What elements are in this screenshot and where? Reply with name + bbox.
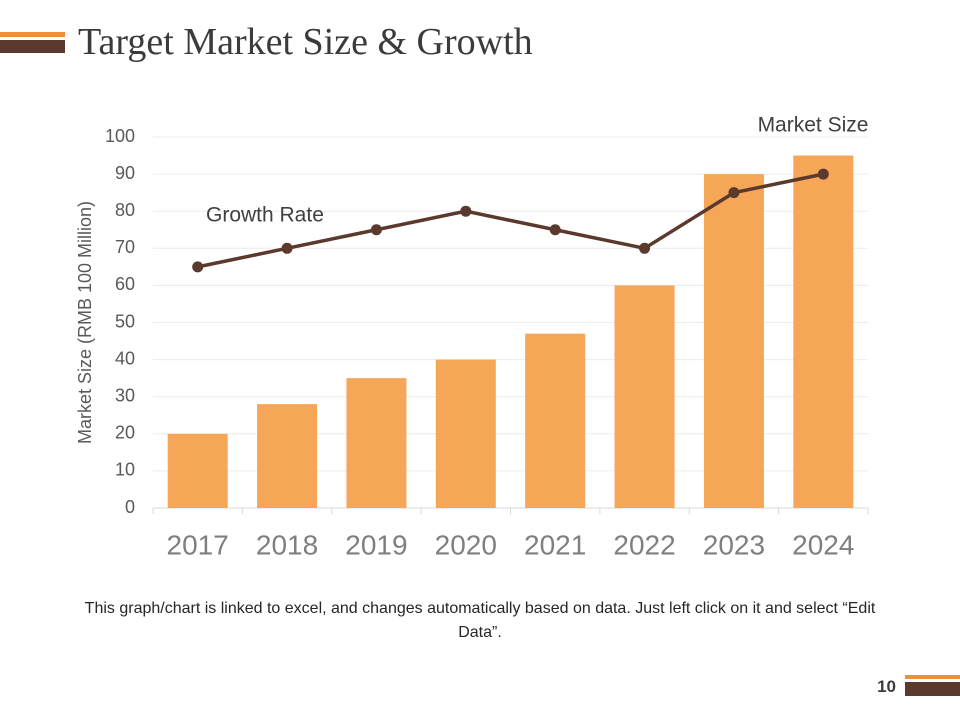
x-tick-label: 2021 bbox=[524, 529, 586, 560]
bar bbox=[435, 359, 496, 508]
y-tick-label: 70 bbox=[115, 237, 135, 257]
bar bbox=[346, 378, 407, 508]
line bbox=[197, 172, 824, 269]
line-point bbox=[370, 224, 382, 236]
bar bbox=[703, 174, 764, 508]
series-label: Market Size bbox=[758, 114, 869, 137]
y-tick-label: 30 bbox=[115, 385, 135, 405]
y-tick-label: 0 bbox=[125, 497, 135, 517]
note: This graph/chart is linked to excel, and… bbox=[84, 600, 876, 641]
bar bbox=[793, 155, 854, 509]
bar bbox=[167, 433, 228, 508]
bar bbox=[614, 285, 675, 508]
decor-bar bbox=[0, 32, 65, 37]
line-point bbox=[549, 224, 561, 236]
line-point bbox=[728, 187, 740, 199]
bar bbox=[257, 404, 318, 508]
y-tick-label: 90 bbox=[115, 163, 135, 183]
series-label: Growth Rate bbox=[206, 204, 324, 227]
x-tick-label: 2020 bbox=[435, 529, 497, 560]
line-point bbox=[192, 261, 204, 273]
x-tick-label: 2018 bbox=[256, 529, 318, 560]
x-tick-label: 2019 bbox=[345, 529, 407, 560]
line-point bbox=[460, 205, 472, 217]
y-tick-label: 50 bbox=[115, 311, 135, 331]
line-point bbox=[817, 168, 829, 180]
y-tick-label: 20 bbox=[115, 423, 135, 443]
decor-bar bbox=[0, 40, 65, 53]
x-tick-label: 2017 bbox=[167, 529, 229, 560]
line-point bbox=[281, 242, 293, 254]
y-tick-label: 40 bbox=[115, 348, 135, 368]
bar bbox=[525, 333, 586, 508]
y-tick-label: 100 bbox=[105, 126, 135, 146]
slide-title: Target Market Size & Growth bbox=[78, 21, 533, 63]
line-point bbox=[639, 242, 651, 254]
x-tick-label: 2022 bbox=[613, 529, 675, 560]
chart: 0 10 20 30 40 50 60 70 80 90 100 Market Size (RMB 1… bbox=[75, 114, 869, 560]
decor-bar bbox=[905, 682, 960, 696]
x-tick-label: 2024 bbox=[792, 529, 854, 560]
y-axis-label: Market Size (RMB 100 Million) bbox=[75, 201, 95, 444]
page-number: 10 bbox=[877, 677, 896, 696]
x-tick-label: 2023 bbox=[703, 529, 765, 560]
y-tick-label: 10 bbox=[115, 460, 135, 480]
y-tick-label: 60 bbox=[115, 274, 135, 294]
y-tick-label: 80 bbox=[115, 200, 135, 220]
decor-bar bbox=[905, 675, 960, 679]
